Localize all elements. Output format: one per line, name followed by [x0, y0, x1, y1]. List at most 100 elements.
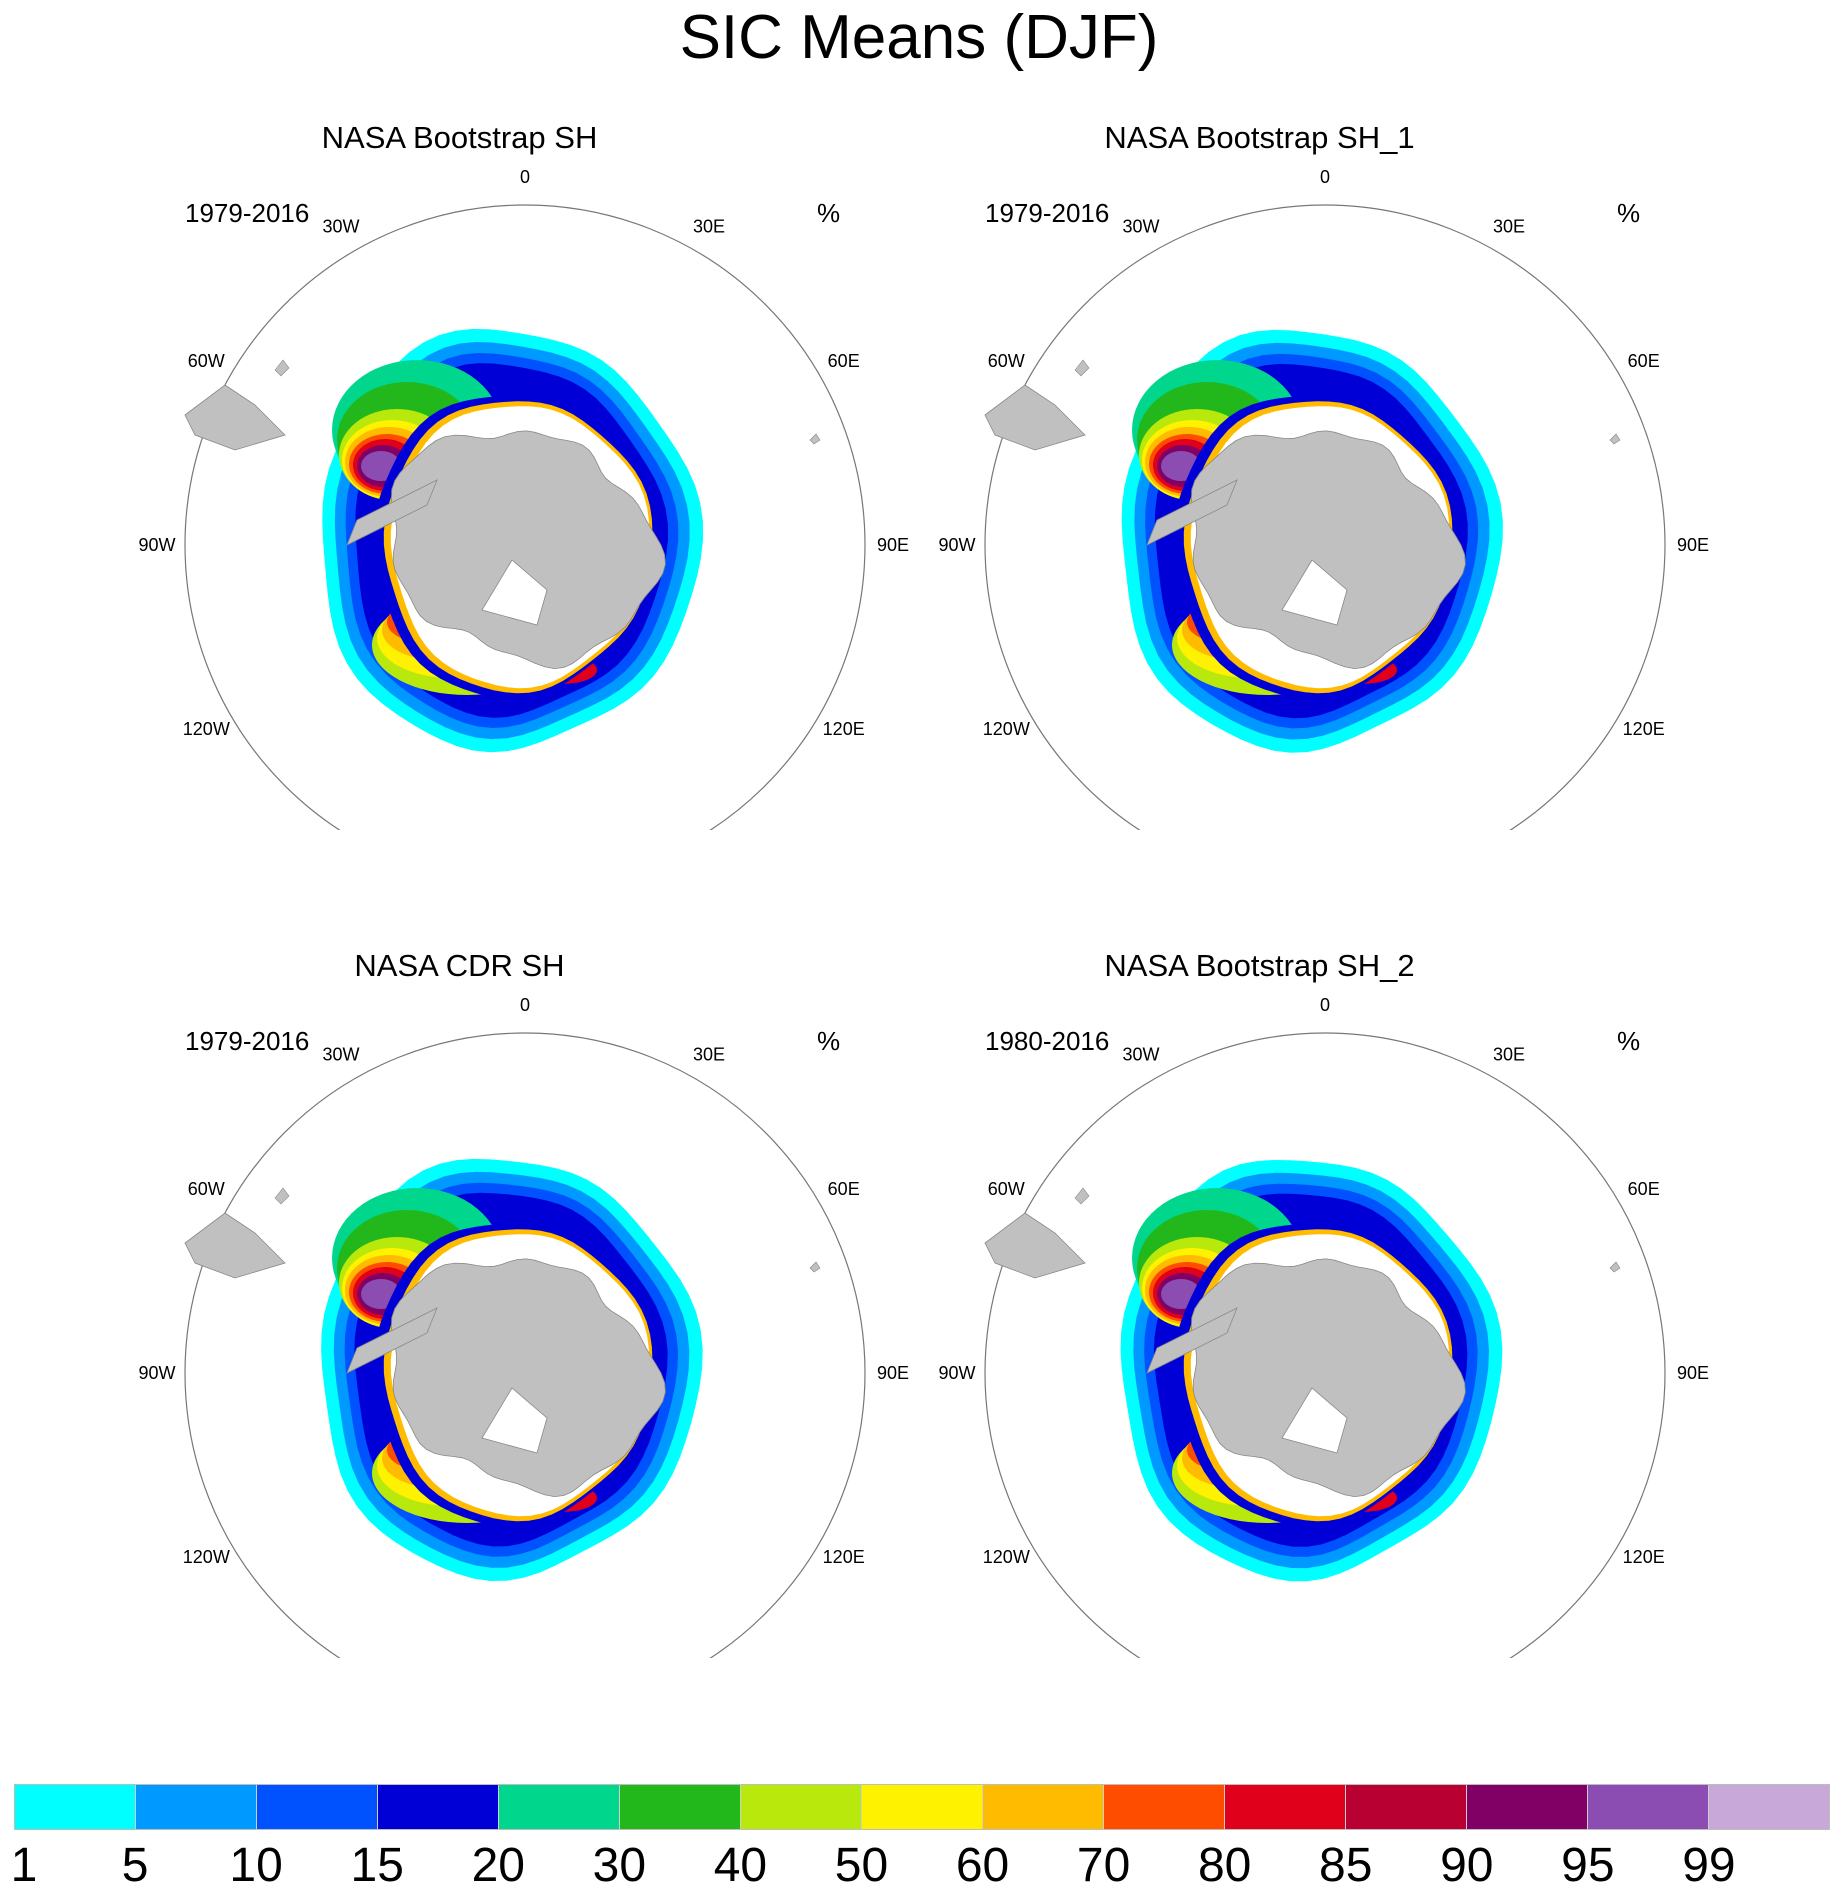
colorbar-tick-label: 20	[471, 1839, 525, 1892]
map-panel-4: NASA Bootstrap SH_2 1980-2016% 0 30E 60E 90E 1…	[800, 828, 1719, 1658]
colorbar-tick-label: 95	[1561, 1839, 1615, 1892]
longitude-label: 120E	[1623, 719, 1665, 739]
panel-units: %	[1617, 1026, 1641, 1056]
south-america-landmass	[984, 384, 1086, 451]
map-panel-3: NASA CDR SH1979-2016%030E60E90E120E150E1…	[0, 828, 919, 1658]
panel-title: NASA Bootstrap SH	[321, 120, 598, 155]
kerguelen-islands	[809, 433, 821, 445]
colorbar-tick-label: 85	[1319, 1839, 1373, 1892]
antarctic-peninsula	[346, 479, 438, 546]
panel-period: 1979-2016	[185, 198, 310, 228]
colorbar-box	[741, 1785, 862, 1829]
panel-title: NASA Bootstrap SH_1	[1104, 120, 1415, 155]
panel-period: 1979-2016	[985, 198, 1110, 228]
antarctica-landmass	[390, 1258, 666, 1498]
longitude-label: 120E	[823, 719, 865, 739]
ross-ice-shelf	[481, 1387, 548, 1454]
kerguelen-islands	[1609, 433, 1621, 445]
longitude-label: 60W	[188, 1179, 225, 1199]
colorbar-tick-label: 70	[1076, 1839, 1131, 1892]
falkland-islands	[1074, 359, 1090, 377]
colorbar-box	[1588, 1785, 1709, 1829]
map-panel-2: NASA Bootstrap SH_1 1979-2016% 0 30E 60E 90E 1…	[800, 0, 1719, 830]
longitude-label: 30E	[693, 216, 725, 236]
ross-ice-shelf	[1281, 1387, 1348, 1454]
panel-title: NASA Bootstrap SH_2	[1104, 948, 1415, 983]
south-america-landmass	[984, 1212, 1086, 1279]
longitude-label: 30E	[1493, 216, 1525, 236]
ross-ice-shelf	[1281, 559, 1348, 626]
longitude-label: 60E	[1628, 351, 1660, 371]
longitude-label: 120E	[1623, 1547, 1665, 1567]
longitude-label: 30E	[1493, 1044, 1525, 1064]
longitude-label: 90W	[138, 535, 175, 555]
longitude-label: 60E	[1628, 1179, 1660, 1199]
colorbar-box	[983, 1785, 1104, 1829]
longitude-label: 0	[520, 995, 530, 1015]
south-america-landmass	[184, 384, 286, 451]
colorbar-tick-label: 60	[955, 1839, 1010, 1892]
colorbar-tick-label: 90	[1440, 1839, 1494, 1892]
longitude-label: 60E	[828, 1179, 860, 1199]
panel-units: %	[1617, 198, 1641, 228]
colorbar-tick-label: 1	[10, 1839, 38, 1892]
longitude-label: 90W	[938, 1363, 975, 1383]
longitude-label: 120E	[823, 1547, 865, 1567]
panel-units: %	[817, 198, 841, 228]
longitude-label: 0	[520, 167, 530, 187]
colorbar-tick-label: 15	[350, 1839, 404, 1892]
longitude-label: 90E	[877, 535, 909, 555]
colorbar-box	[1104, 1785, 1225, 1829]
longitude-label: 90E	[1677, 1363, 1709, 1383]
colorbar-tick-label: 50	[834, 1839, 889, 1892]
colorbar-box	[499, 1785, 620, 1829]
longitude-label: 30W	[322, 216, 359, 236]
panel-period: 1979-2016	[185, 1026, 310, 1056]
antarctic-peninsula	[346, 1307, 438, 1374]
colorbar-box	[862, 1785, 983, 1829]
longitude-label: 30W	[1122, 216, 1159, 236]
longitude-label: 0	[1320, 167, 1330, 187]
antarctica-landmass	[1190, 430, 1466, 670]
longitude-label: 90W	[938, 535, 975, 555]
longitude-label: 0	[1320, 995, 1330, 1015]
colorbar-box	[1225, 1785, 1346, 1829]
longitude-label: 60W	[188, 351, 225, 371]
longitude-label: 30W	[322, 1044, 359, 1064]
colorbar-box	[1346, 1785, 1467, 1829]
colorbar-box	[15, 1785, 136, 1829]
colorbar-tick-label: 80	[1197, 1839, 1252, 1892]
colorbar	[14, 1784, 1830, 1830]
longitude-label: 30E	[693, 1044, 725, 1064]
antarctic-peninsula	[1146, 1307, 1238, 1374]
antarctica-landmass	[390, 430, 666, 670]
colorbar-box	[1467, 1785, 1588, 1829]
colorbar-tick-label: 10	[229, 1839, 283, 1892]
longitude-label: 120W	[983, 1547, 1030, 1567]
colorbar-tick-label: 40	[713, 1839, 768, 1892]
longitude-label: 90E	[1677, 535, 1709, 555]
panel-units: %	[817, 1026, 841, 1056]
antarctica-landmass	[1190, 1258, 1466, 1498]
polar-stereographic-map: 030E60E90E120E150E180150W120W90W60W30W	[938, 167, 1709, 830]
longitude-label: 90E	[877, 1363, 909, 1383]
panel-title: NASA CDR SH	[354, 948, 565, 983]
falkland-islands	[1074, 1187, 1090, 1205]
colorbar-box	[378, 1785, 499, 1829]
longitude-label: 60E	[828, 351, 860, 371]
ross-ice-shelf	[481, 559, 548, 626]
colorbar-box	[1709, 1785, 1829, 1829]
longitude-label: 120W	[983, 719, 1030, 739]
longitude-label: 120W	[183, 719, 230, 739]
colorbar-tick-label: 5	[121, 1839, 149, 1892]
map-panel-1: NASA Bootstrap SH 1979-2016% 0 30E 60E 90E 120…	[0, 0, 919, 830]
kerguelen-islands	[1609, 1261, 1621, 1273]
colorbar-tick-label: 99	[1682, 1839, 1736, 1892]
longitude-label: 90W	[138, 1363, 175, 1383]
antarctic-peninsula	[1146, 479, 1238, 546]
polar-stereographic-map: 030E60E90E120E150E180150W120W90W60W30W	[138, 167, 909, 830]
colorbar-tick-label: 30	[592, 1839, 647, 1892]
figure-title: SIC Means (DJF)	[679, 3, 1159, 72]
colorbar-box	[620, 1785, 741, 1829]
longitude-label: 60W	[988, 351, 1025, 371]
